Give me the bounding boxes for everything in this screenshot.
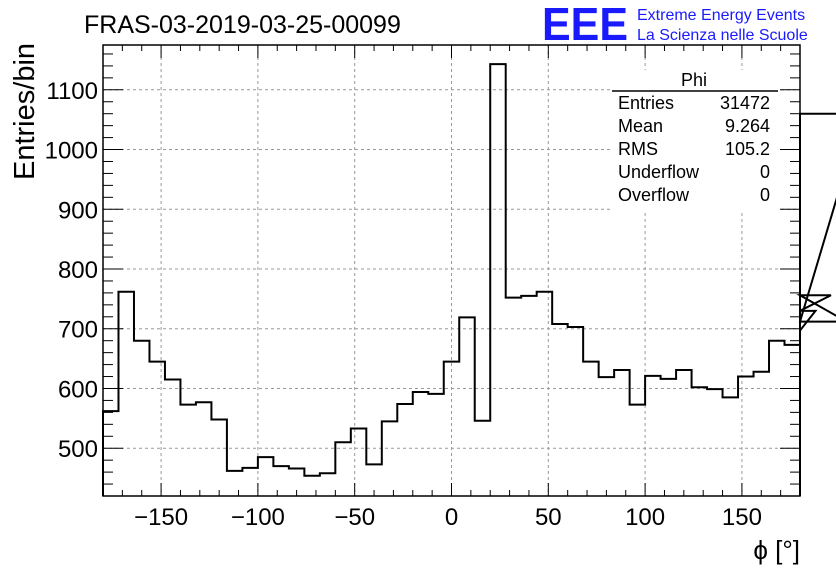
histogram-line	[102, 63, 836, 496]
x-tick-label: −150	[134, 504, 188, 531]
y-axis-label: Entries/bin	[9, 43, 41, 180]
y-tick-label: 1100	[46, 78, 98, 105]
axis-ticks	[102, 45, 801, 497]
stats-row-value: 31472	[720, 93, 770, 113]
x-tick-label: −100	[231, 504, 285, 531]
stats-row-value: 9.264	[725, 116, 770, 136]
chart-title: FRAS-03-2019-03-25-00099	[84, 11, 401, 39]
stats-row-value: 105.2	[725, 139, 770, 159]
x-tick-labels: −150 −100 −50 0 50 100 150	[134, 504, 762, 531]
stats-box-title: Phi	[681, 70, 707, 90]
logo-line1: Extreme Energy Events	[637, 7, 805, 24]
stats-row-label: Overflow	[618, 185, 690, 205]
grid-lines	[103, 45, 800, 496]
stats-box: Phi Entries 31472 Mean 9.264 RMS 105.2 Underfl…	[612, 70, 778, 210]
x-tick-label: 50	[535, 504, 562, 531]
y-tick-label: 600	[58, 376, 98, 403]
stats-row-label: Entries	[618, 93, 674, 113]
x-axis-label: ϕ [°]	[753, 535, 800, 565]
x-tick-label: 0	[445, 504, 458, 531]
x-tick-label: 150	[722, 504, 762, 531]
stats-rows: Entries 31472 Mean 9.264 RMS 105.2 Underflow 0 O…	[618, 93, 770, 205]
y-tick-label: 500	[58, 436, 98, 463]
logo-line2: La Scienza nelle Scuole	[637, 27, 808, 44]
stats-row-value: 0	[760, 185, 770, 205]
y-tick-label: 900	[58, 197, 98, 224]
x-tick-label: −50	[334, 504, 375, 531]
logo-mark: EEE	[542, 0, 628, 50]
stats-row-label: Underflow	[618, 162, 700, 182]
y-tick-label: 1000	[45, 138, 98, 165]
stats-row-label: RMS	[618, 139, 658, 159]
stats-box-background	[612, 70, 778, 210]
stats-row-label: Mean	[618, 116, 663, 136]
y-tick-label: 800	[58, 257, 98, 284]
y-tick-label: 700	[58, 317, 98, 344]
y-tick-labels: 500 600 700 800 900 1000 1100	[45, 78, 98, 463]
x-tick-label: 100	[625, 504, 665, 531]
stats-row-value: 0	[760, 162, 770, 182]
